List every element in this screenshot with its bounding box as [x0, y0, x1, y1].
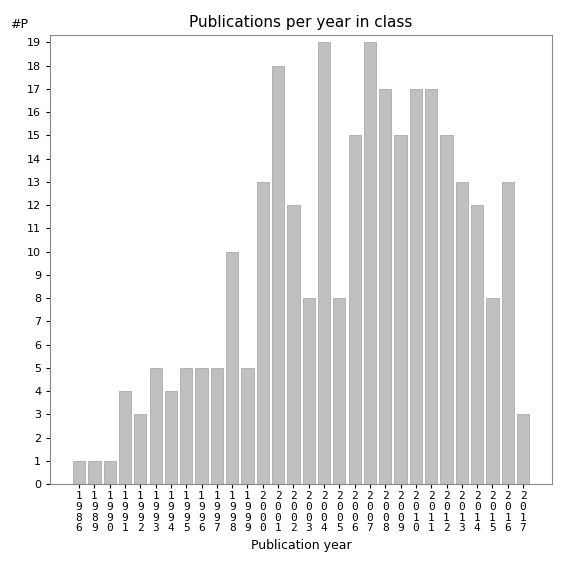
Bar	[272, 66, 284, 484]
Bar	[150, 368, 162, 484]
Bar	[104, 461, 116, 484]
Bar	[88, 461, 100, 484]
Bar	[196, 368, 208, 484]
Bar	[226, 252, 238, 484]
Bar	[303, 298, 315, 484]
X-axis label: Publication year: Publication year	[251, 539, 352, 552]
Bar	[257, 182, 269, 484]
Title: Publications per year in class: Publications per year in class	[189, 15, 413, 30]
Bar	[165, 391, 177, 484]
Bar	[318, 43, 330, 484]
Bar	[441, 136, 452, 484]
Bar	[73, 461, 85, 484]
Bar	[395, 136, 407, 484]
Bar	[486, 298, 498, 484]
Bar	[517, 414, 529, 484]
Bar	[456, 182, 468, 484]
Text: #P: #P	[10, 18, 28, 31]
Bar	[211, 368, 223, 484]
Bar	[349, 136, 361, 484]
Bar	[364, 43, 376, 484]
Bar	[379, 89, 391, 484]
Bar	[471, 205, 483, 484]
Bar	[410, 89, 422, 484]
Bar	[425, 89, 437, 484]
Bar	[180, 368, 192, 484]
Bar	[242, 368, 253, 484]
Bar	[287, 205, 299, 484]
Bar	[502, 182, 514, 484]
Bar	[119, 391, 131, 484]
Bar	[333, 298, 345, 484]
Bar	[134, 414, 146, 484]
